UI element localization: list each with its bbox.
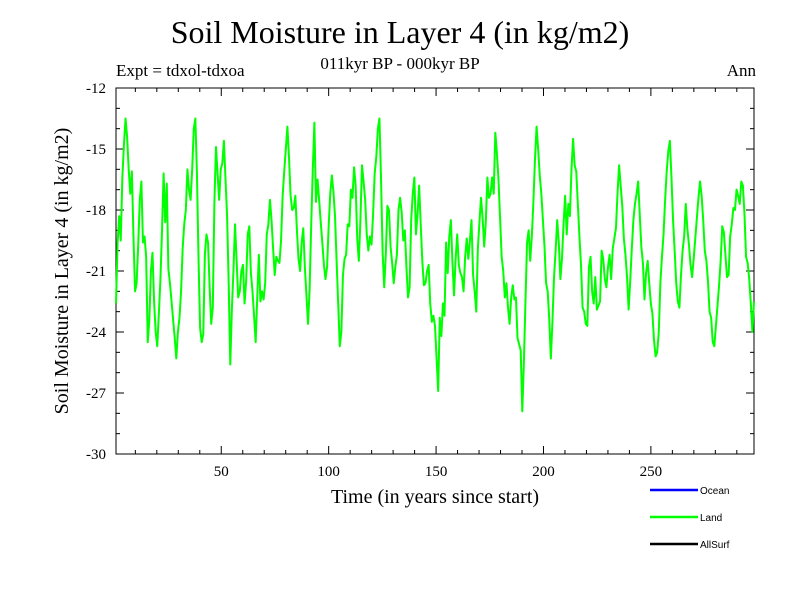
y-tick-label: -15	[86, 142, 106, 158]
x-tick-label: 200	[532, 464, 555, 480]
x-tick-label: 250	[640, 464, 663, 480]
chart-title: Soil Moisture in Layer 4 (in kg/m2)	[170, 14, 630, 50]
y-tick-label: -30	[86, 447, 106, 463]
legend-label-land: Land	[700, 513, 722, 524]
y-tick-label: -27	[86, 386, 106, 402]
chart-subtitle: 011kyr BP - 000kyr BP	[320, 54, 480, 73]
plot-frame	[115, 87, 755, 455]
season-label: Ann	[726, 61, 756, 80]
y-axis-label: Soil Moisture in Layer 4 (in kg/m2)	[51, 128, 73, 415]
series-line-land	[115, 117, 755, 413]
y-tick-label: -18	[86, 203, 106, 219]
y-tick-label: -21	[86, 264, 106, 280]
y-tick-label: -12	[86, 81, 106, 97]
x-tick-label: 100	[317, 464, 340, 480]
series-lines	[115, 117, 755, 413]
x-tick-label: 150	[425, 464, 448, 480]
y-tick-label: -24	[86, 325, 106, 341]
legend-label-allsurf: AllSurf	[700, 540, 730, 551]
legend: Ocean Land AllSurf	[650, 486, 730, 551]
experiment-label: Expt = tdxol-tdxoa	[116, 61, 245, 80]
axis-ticks	[116, 87, 754, 455]
legend-label-ocean: Ocean	[700, 486, 729, 497]
x-tick-label: 50	[214, 464, 229, 480]
tick-labels: -30 -27 -24 -21 -18 -15 -12 50 100 150 200 250	[86, 81, 662, 480]
x-axis-label: Time (in years since start)	[331, 486, 539, 508]
